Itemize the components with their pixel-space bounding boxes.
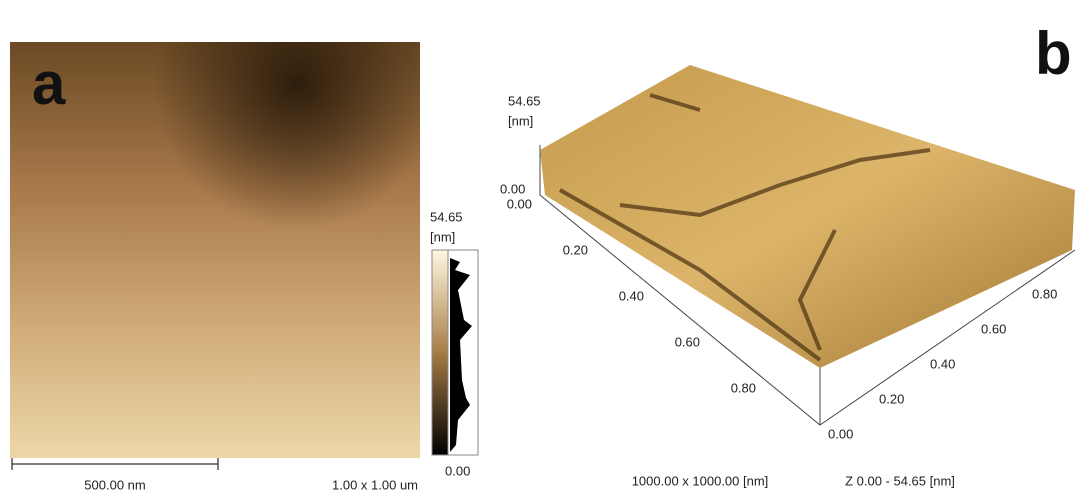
left-axis-label: 0.00 bbox=[507, 196, 532, 211]
z-min: 0.00 bbox=[500, 181, 525, 196]
z-range: Z 0.00 - 54.65 [nm] bbox=[845, 473, 955, 488]
figure: a 54.65 [nm] 0.00 500.00 nm 1.00 x 1.00 … bbox=[0, 0, 1081, 495]
image-size: 1.00 x 1.00 um bbox=[332, 477, 418, 492]
right-axis-label: 0.40 bbox=[930, 356, 955, 371]
right-axis-label: 0.60 bbox=[981, 321, 1006, 336]
left-axis-label: 0.80 bbox=[731, 380, 756, 395]
left-axis-label: 0.40 bbox=[619, 288, 644, 303]
scan-size: 1000.00 x 1000.00 [nm] bbox=[632, 473, 769, 488]
right-axis-label: 0.80 bbox=[1032, 286, 1057, 301]
z-unit: [nm] bbox=[508, 113, 533, 128]
z-max: 54.65 bbox=[508, 93, 541, 108]
panel-label: a bbox=[32, 50, 66, 117]
right-axis-label: 0.20 bbox=[879, 391, 904, 406]
afm-shade bbox=[10, 42, 420, 458]
panel-label: b bbox=[1035, 20, 1072, 87]
colorbar-max: 54.65 bbox=[430, 209, 463, 224]
right-axis-label: 0.00 bbox=[828, 426, 853, 441]
colorbar-min: 0.00 bbox=[445, 463, 470, 478]
colorbar-unit: [nm] bbox=[430, 229, 455, 244]
scale-bar-label: 500.00 nm bbox=[84, 477, 145, 492]
left-axis-label: 0.60 bbox=[675, 334, 700, 349]
colorbar bbox=[432, 250, 448, 455]
left-axis-label: 0.20 bbox=[563, 242, 588, 257]
